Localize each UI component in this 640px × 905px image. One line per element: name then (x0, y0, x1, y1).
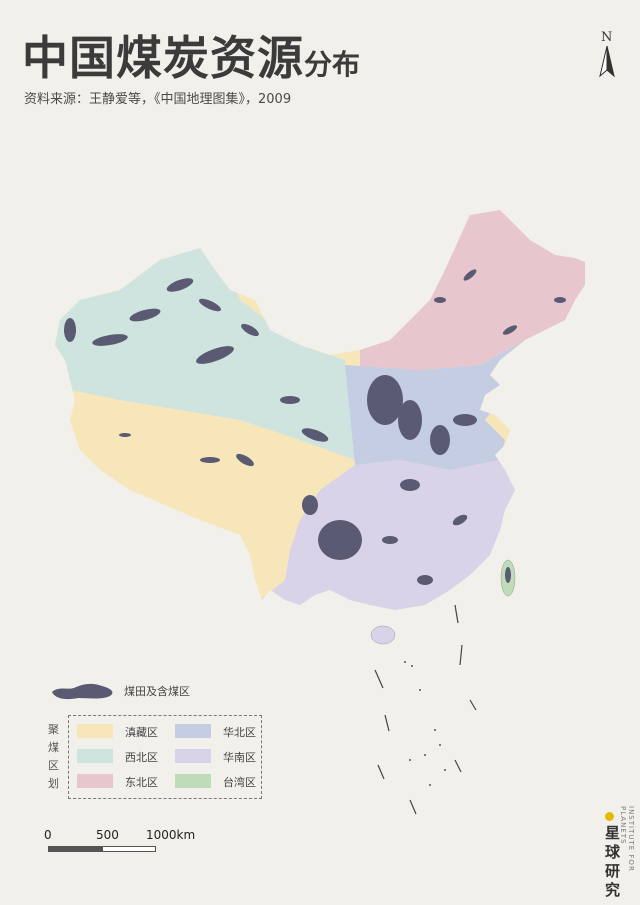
page-title: 中国煤炭资源分布 (22, 22, 360, 88)
zone-label-dongbei: 东北区 (125, 776, 158, 789)
zone-label-dianzang: 滇藏区 (125, 726, 158, 739)
coal-legend: 煤田及含煤区 (48, 680, 208, 702)
zone-swatch-dianzang (77, 724, 113, 738)
coal-field-icon (52, 683, 113, 700)
zone-label-xibei: 西北区 (125, 751, 158, 764)
scale-bar: 0 500 1000km (44, 828, 195, 858)
north-arrow-icon (599, 45, 615, 78)
zone-swatch-huanan (175, 749, 211, 763)
logo-char: 星 (605, 824, 621, 842)
coal-zone-legend: 聚 煤 区 划 滇藏区 西北区 东北区 华北区 华南区 台湾区 (40, 715, 265, 800)
title-suffix: 分布 (304, 48, 361, 81)
zone-title-char: 煤 (48, 741, 59, 754)
map-source: 资料来源：王静爱等，《中国地理图集》，2009 (24, 92, 292, 107)
coal-legend-label: 煤田及含煤区 (124, 685, 190, 698)
logo-dot-icon (605, 812, 614, 821)
zone-swatch-xibei (77, 749, 113, 763)
zone-legend-title: 聚 煤 区 划 (48, 721, 62, 793)
zone-legend-box: 滇藏区 西北区 东北区 华北区 华南区 台湾区 (68, 715, 262, 799)
logo-char: 研 (605, 862, 621, 880)
zone-swatch-huabei (175, 724, 211, 738)
title-main: 中国煤炭资源 (22, 31, 304, 85)
zone-label-huabei: 华北区 (223, 726, 256, 739)
scale-label-0: 0 (44, 828, 52, 842)
logo-english: INSTITUTE FOR PLANETS (619, 806, 635, 872)
logo-chinese: 星 球 研 究 (605, 824, 623, 900)
zone-label-taiwan: 台湾区 (223, 776, 256, 789)
zone-swatch-dongbei (77, 774, 113, 788)
zone-title-char: 区 (48, 759, 59, 772)
zone-title-char: 聚 (48, 723, 59, 736)
logo-char: 球 (605, 843, 621, 861)
scale-label-1000: 1000km (146, 828, 196, 842)
zone-label-huanan: 华南区 (223, 751, 256, 764)
logo-char: 究 (605, 881, 621, 899)
scale-segment-dark (48, 846, 102, 852)
scale-label-500: 500 (96, 828, 119, 842)
zone-swatch-taiwan (175, 774, 211, 788)
north-label: N (601, 30, 613, 45)
institute-logo: INSTITUTE FOR PLANETS 星 球 研 究 (605, 806, 635, 900)
scale-segment-light (102, 846, 156, 852)
north-arrow: N (590, 30, 624, 82)
zone-title-char: 划 (48, 777, 59, 790)
